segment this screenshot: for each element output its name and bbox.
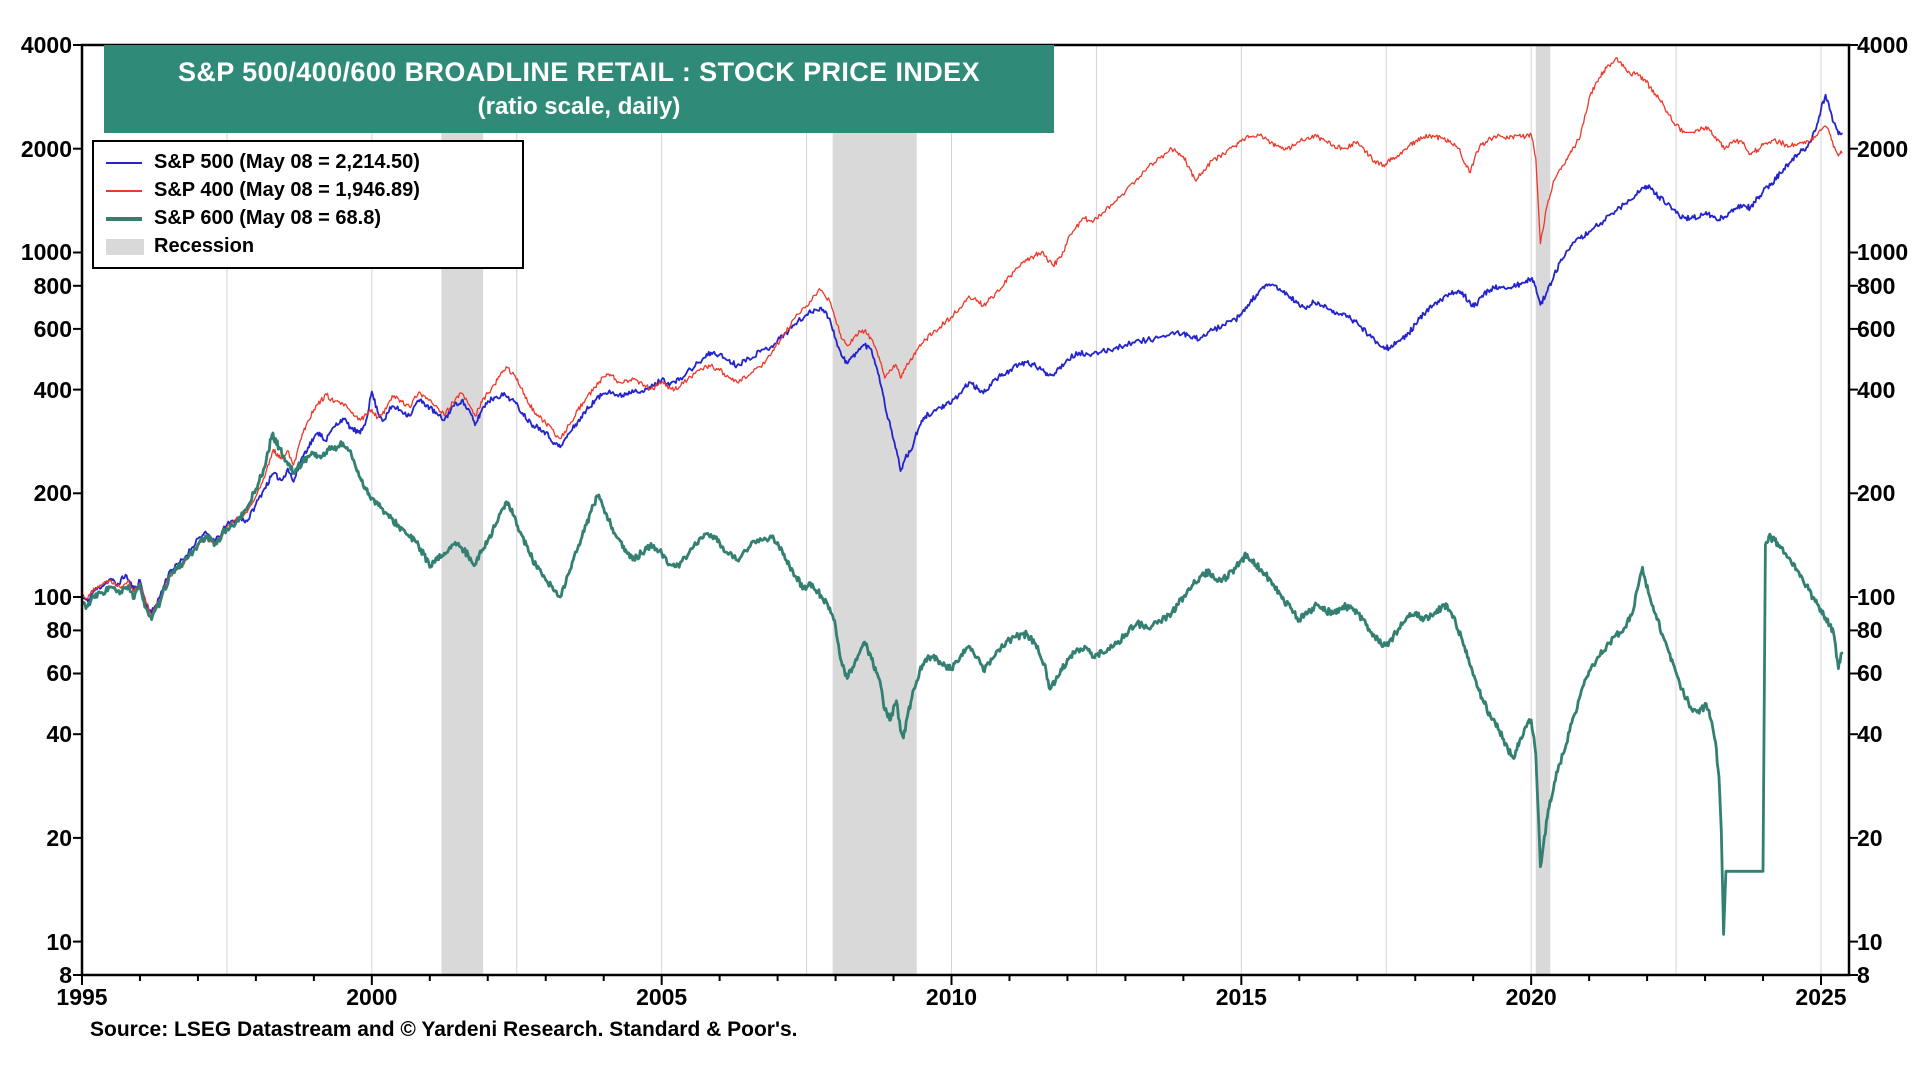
chart-title: S&P 500/400/600 BROADLINE RETAIL : STOCK… bbox=[177, 57, 981, 87]
y-axis-tick-label-right: 800 bbox=[1857, 272, 1896, 299]
y-axis-tick-label-right: 2000 bbox=[1857, 135, 1909, 162]
legend-label-sp600: S&P 600 (May 08 = 68.8) bbox=[154, 207, 381, 229]
x-axis-tick-label: 1995 bbox=[56, 984, 108, 1010]
y-axis-tick-label-right: 60 bbox=[1857, 660, 1883, 687]
y-axis-tick-label-left: 2000 bbox=[20, 135, 72, 162]
x-axis-tick-label: 2025 bbox=[1795, 984, 1847, 1010]
x-axis-tick-label: 2000 bbox=[346, 984, 398, 1010]
chart-subtitle: (ratio scale, daily) bbox=[477, 93, 681, 120]
y-axis-tick-label-left: 4000 bbox=[20, 32, 72, 58]
y-axis-tick-label-right: 10 bbox=[1857, 928, 1883, 955]
y-axis-tick-label-left: 400 bbox=[33, 376, 72, 403]
legend-label-sp500: S&P 500 (May 08 = 2,214.50) bbox=[154, 151, 420, 173]
y-axis-tick-label-left: 800 bbox=[33, 272, 72, 299]
recession-band bbox=[832, 45, 917, 975]
y-axis-tick-label-right: 8 bbox=[1857, 962, 1870, 988]
y-axis-tick-label-right: 40 bbox=[1857, 721, 1883, 748]
x-axis-tick-label: 2020 bbox=[1505, 984, 1557, 1010]
y-axis-tick-label-right: 600 bbox=[1857, 315, 1896, 342]
y-axis-tick-label-left: 20 bbox=[46, 824, 72, 851]
x-axis-tick-label: 2010 bbox=[925, 984, 978, 1010]
y-axis-tick-label-right: 200 bbox=[1857, 480, 1896, 507]
y-axis-tick-label-left: 80 bbox=[46, 617, 72, 644]
legend-item-sp600: S&P 600 (May 08 = 68.8) bbox=[106, 205, 510, 232]
legend-label-recession: Recession bbox=[154, 235, 255, 257]
legend-label-sp400: S&P 400 (May 08 = 1,946.89) bbox=[154, 179, 420, 201]
x-axis-tick-label: 2015 bbox=[1215, 984, 1267, 1010]
y-axis-tick-label-right: 400 bbox=[1857, 376, 1896, 403]
chart-title-box: S&P 500/400/600 BROADLINE RETAIL : STOCK… bbox=[104, 45, 1054, 133]
sp500-line-swatch bbox=[106, 161, 154, 164]
y-axis-tick-label-right: 80 bbox=[1857, 617, 1883, 644]
recession-band bbox=[1535, 45, 1551, 975]
y-axis-tick-label-left: 40 bbox=[46, 721, 72, 748]
y-axis-tick-label-right: 4000 bbox=[1857, 32, 1909, 58]
sp600-line-swatch bbox=[106, 216, 154, 221]
y-axis-tick-label-right: 100 bbox=[1857, 584, 1896, 611]
y-axis-tick-label-left: 1000 bbox=[20, 239, 72, 266]
y-axis-tick-label-left: 10 bbox=[46, 928, 72, 955]
y-axis-tick-label-left: 600 bbox=[33, 315, 72, 342]
y-axis-tick-label-right: 20 bbox=[1857, 824, 1883, 851]
legend-item-sp400: S&P 400 (May 08 = 1,946.89) bbox=[106, 177, 510, 204]
y-axis-tick-label-left: 100 bbox=[33, 584, 72, 611]
y-axis-tick-label-left: 8 bbox=[59, 962, 72, 988]
legend-item-recession: Recession bbox=[106, 233, 510, 260]
source-note: Source: LSEG Datastream and © Yardeni Re… bbox=[90, 1018, 798, 1041]
x-axis-tick-label: 2005 bbox=[636, 984, 688, 1010]
sp400-series-line bbox=[82, 57, 1843, 616]
legend-item-sp500: S&P 500 (May 08 = 2,214.50) bbox=[106, 149, 510, 176]
sp500-series-line bbox=[82, 93, 1843, 614]
y-axis-tick-label-right: 1000 bbox=[1857, 239, 1909, 266]
recession-swatch bbox=[106, 238, 154, 255]
sp600-series-line bbox=[82, 431, 1844, 936]
y-axis-tick-label-left: 60 bbox=[46, 660, 72, 687]
y-axis-tick-label-left: 200 bbox=[33, 480, 72, 507]
legend: S&P 500 (May 08 = 2,214.50) S&P 400 (May… bbox=[92, 140, 524, 269]
sp400-line-swatch bbox=[106, 189, 154, 192]
